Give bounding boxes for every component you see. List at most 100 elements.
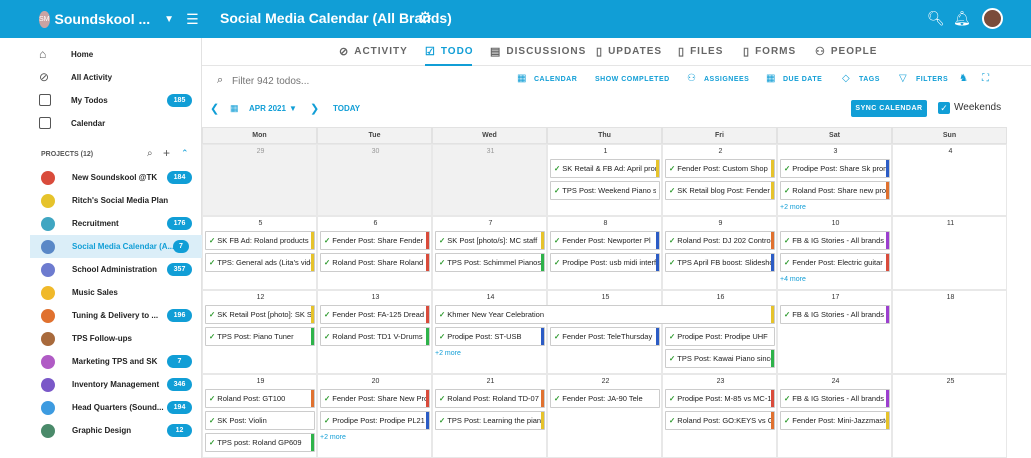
calendar-day-cell[interactable]: 4 xyxy=(892,144,1007,216)
calendar-day-cell[interactable]: 20✓Fender Post: Share New Product✓Prodip… xyxy=(317,374,432,458)
todo-event[interactable]: ✓ Fender Post: Custom Shop xyxy=(665,159,775,178)
todo-event[interactable]: ✓ Prodipe Post: Prodipe UHF xyxy=(665,327,775,346)
calendar-day-cell[interactable]: 14 ✓ Khmer New Year Celebration ✓ Prodipe Po… xyxy=(432,290,775,374)
tab-updates[interactable]: ▯ UPDATES xyxy=(596,45,662,58)
month-picker[interactable]: APR 2021 xyxy=(249,104,286,113)
todo-event[interactable]: ✓ Roland Post: GT100 xyxy=(205,389,315,408)
show-more-link[interactable]: +4 more xyxy=(780,276,806,283)
todo-event[interactable]: ✓ TPS post: Roland GP609 xyxy=(205,433,315,452)
calendar-day-cell[interactable]: 31 xyxy=(432,144,547,216)
sidebar-project-item[interactable]: School Administration 357 xyxy=(30,258,202,281)
todo-event[interactable]: ✓ Fender Post: JA-90 Tele xyxy=(550,389,660,408)
calendar-day-cell[interactable]: 22 ✓ Fender Post: JA-90 Tele xyxy=(547,374,662,458)
filter-todos-input[interactable] xyxy=(232,74,402,89)
plus-icon[interactable]: + xyxy=(163,146,171,160)
todo-event[interactable]: ✓ Roland Post: Share new product xyxy=(780,181,890,200)
tab-activity[interactable]: ⊘ ACTIVITY xyxy=(339,45,408,58)
fullscreen-icon[interactable]: ⛶ xyxy=(982,73,989,84)
todo-event[interactable]: ✓ Khmer New Year Celebration xyxy=(435,305,775,324)
todo-event[interactable]: ✓ TPS April FB boost: Slideshow xyxy=(665,253,775,272)
tab-todo[interactable]: ☑ TODO xyxy=(425,45,474,58)
integrations-icon[interactable]: ♞ xyxy=(959,73,968,84)
calendar-day-cell[interactable]: 12 ✓ SK Retail Post [photo]: SK Store ✓ TPS … xyxy=(202,290,317,374)
todo-event[interactable]: ✓ TPS Post: Schimmel Pianos xyxy=(435,253,545,272)
calendar-day-cell[interactable]: 8 ✓ Fender Post: Newporter Pl ✓ Prodipe Post… xyxy=(547,216,662,290)
todo-event[interactable]: ✓TPS Post: Kawai Piano since 1927 xyxy=(665,349,775,368)
today-button[interactable]: TODAY xyxy=(333,104,361,113)
todo-event[interactable]: ✓ SK Post: Violin xyxy=(205,411,315,430)
todo-event[interactable]: ✓Roland Post: GO:KEYS vs GO:PIANO xyxy=(665,411,775,430)
calendar-day-cell[interactable]: 16 ✓ Prodipe Post: Prodipe UHF ✓ TPS Post: K… xyxy=(662,290,777,374)
calendar-day-cell[interactable]: 7 ✓ SK Post [photo/s]: MC staff ✓ TPS Post: … xyxy=(432,216,547,290)
tab-files[interactable]: ▯ FILES xyxy=(678,45,723,58)
calendar-day-cell[interactable]: 17 ✓ FB & IG Stories - All brands xyxy=(777,290,892,374)
assignees-filter-button[interactable]: ASSIGNEES xyxy=(704,76,750,83)
todo-event[interactable]: ✓ FB & IG Stories - All brands xyxy=(780,305,890,324)
sidebar-item-home[interactable]: ⌂ Home xyxy=(39,44,202,64)
todo-event[interactable]: ✓ Roland Post: DJ 202 Controller xyxy=(665,231,775,250)
calendar-day-cell[interactable]: 30 xyxy=(317,144,432,216)
todo-event[interactable]: ✓ Fender Post: TeleThursday xyxy=(550,327,660,346)
filters-button[interactable]: FILTERS xyxy=(916,76,949,83)
calendar-day-cell[interactable]: 5 ✓ SK FB Ad: Roland products ✓ TPS: General… xyxy=(202,216,317,290)
todo-event[interactable]: ✓ SK FB Ad: Roland products xyxy=(205,231,315,250)
todo-event[interactable]: ✓ FB & IG Stories - All brands xyxy=(780,231,890,250)
todo-event[interactable]: ✓ Fender Post: Mini-Jazzmaster xyxy=(780,411,890,430)
show-more-link[interactable]: +2 more xyxy=(780,204,806,211)
calendar-day-cell[interactable]: 23 ✓ Prodipe Post: M-85 vs MC-1 ✓ Roland Pos… xyxy=(662,374,777,458)
calendar-day-cell[interactable]: 2 ✓ Fender Post: Custom Shop ✓ SK Retail blo… xyxy=(662,144,777,216)
todo-event[interactable]: ✓ Roland Post: Roland TD-07 xyxy=(435,389,545,408)
sidebar-project-item[interactable]: Ritch's Social Media Plan xyxy=(30,189,202,212)
todo-event[interactable]: ✓ Fender Post: FA-125 Dread xyxy=(320,305,430,324)
user-avatar[interactable] xyxy=(982,8,1003,29)
todo-event[interactable]: ✓ Fender Post: Newporter Pl xyxy=(550,231,660,250)
todo-event[interactable]: ✓ TPS Post: Piano Tuner xyxy=(205,327,315,346)
sidebar-project-item[interactable]: TPS Follow-ups xyxy=(30,327,202,350)
todo-event[interactable]: ✓ TPS Post: Weekend Piano sale xyxy=(550,181,660,200)
sidebar-item-calendar[interactable]: Calendar xyxy=(39,113,202,133)
next-month-icon[interactable]: ❯ xyxy=(310,103,320,115)
todo-event[interactable]: ✓ TPS Post: Learning the piano xyxy=(435,411,545,430)
todo-event[interactable]: ✓ SK Retail & FB Ad: April promo xyxy=(550,159,660,178)
todo-event[interactable]: ✓ SK Retail blog Post: Fender xyxy=(665,181,775,200)
tab-forms[interactable]: ▯ FORMS xyxy=(743,45,796,58)
todo-event[interactable]: ✓ Fender Post: Electric guitar xyxy=(780,253,890,272)
search-icon[interactable]: ⌕ xyxy=(147,148,153,159)
calendar-day-cell[interactable]: 25 xyxy=(892,374,1007,458)
todo-event[interactable]: ✓ Prodipe Post: usb midi interface xyxy=(550,253,660,272)
todo-event[interactable]: ✓ TPS: General ads (Lita's video) xyxy=(205,253,315,272)
sidebar-project-item[interactable]: Music Sales xyxy=(30,281,202,304)
calendar-day-cell[interactable]: 15 ✓ Fender Post: TeleThursday xyxy=(547,290,662,374)
todo-event[interactable]: ✓ Prodipe Post: M-85 vs MC-1 xyxy=(665,389,775,408)
chevron-down-icon[interactable]: ▼ xyxy=(164,13,175,25)
sync-calendar-button[interactable]: SYNC CALENDAR xyxy=(851,100,927,117)
sidebar-project-item[interactable]: Graphic Design 12 xyxy=(30,419,202,442)
todo-event[interactable]: ✓ FB & IG Stories - All brands xyxy=(780,389,890,408)
chevron-up-icon[interactable]: ⌃ xyxy=(181,148,189,158)
sidebar-project-item[interactable]: Head Quarters (Sound... 194 xyxy=(30,396,202,419)
chevron-down-icon[interactable]: ▼ xyxy=(289,104,297,113)
tab-discussions[interactable]: ▤ DISCUSSIONS xyxy=(490,45,586,58)
todo-event[interactable]: ✓ SK Retail Post [photo]: SK Store xyxy=(205,305,315,324)
calendar-day-cell[interactable]: 9 ✓ Roland Post: DJ 202 Controller ✓ TPS Apr… xyxy=(662,216,777,290)
gear-icon[interactable]: ⚙ xyxy=(418,10,433,27)
calendar-day-cell[interactable]: 13 ✓ Fender Post: FA-125 Dread ✓ Roland Post… xyxy=(317,290,432,374)
workspace-switcher[interactable]: SM Soundskool ... ▼ ☰ xyxy=(39,8,199,30)
search-icon[interactable]: 🔍︎ xyxy=(927,10,945,26)
calendar-day-cell[interactable]: 24 ✓ FB & IG Stories - All brands ✓ Fender P… xyxy=(777,374,892,458)
tab-people[interactable]: ⚇ PEOPLE xyxy=(815,45,877,58)
todo-event[interactable]: ✓ Roland Post: Share Roland xyxy=(320,253,430,272)
calendar-day-cell[interactable]: 21 ✓ Roland Post: Roland TD-07 ✓ TPS Post: L… xyxy=(432,374,547,458)
calendar-day-cell[interactable]: 10 ✓ FB & IG Stories - All brands ✓ Fender P… xyxy=(777,216,892,290)
weekends-checkbox[interactable]: ✓ xyxy=(938,102,950,114)
sidebar-project-item[interactable]: New Soundskool @TK 184 xyxy=(30,166,202,189)
todo-event[interactable]: ✓ Prodipe Post: ST-USB xyxy=(435,327,545,346)
due-date-filter-button[interactable]: DUE DATE xyxy=(783,76,823,83)
calendar-day-cell[interactable]: 29 xyxy=(202,144,317,216)
todo-event[interactable]: ✓ Prodipe Post: Prodipe PL21 xyxy=(320,411,430,430)
sidebar-item-my-todos[interactable]: My Todos xyxy=(39,90,202,110)
show-completed-button[interactable]: SHOW COMPLETED xyxy=(595,76,670,83)
calendar-day-cell[interactable]: 1 ✓ SK Retail & FB Ad: April promo ✓ TPS Pos… xyxy=(547,144,662,216)
bell-icon[interactable]: 🔔︎ xyxy=(953,10,971,26)
sidebar-project-item[interactable]: Social Media Calendar (A... 7 xyxy=(30,235,202,258)
